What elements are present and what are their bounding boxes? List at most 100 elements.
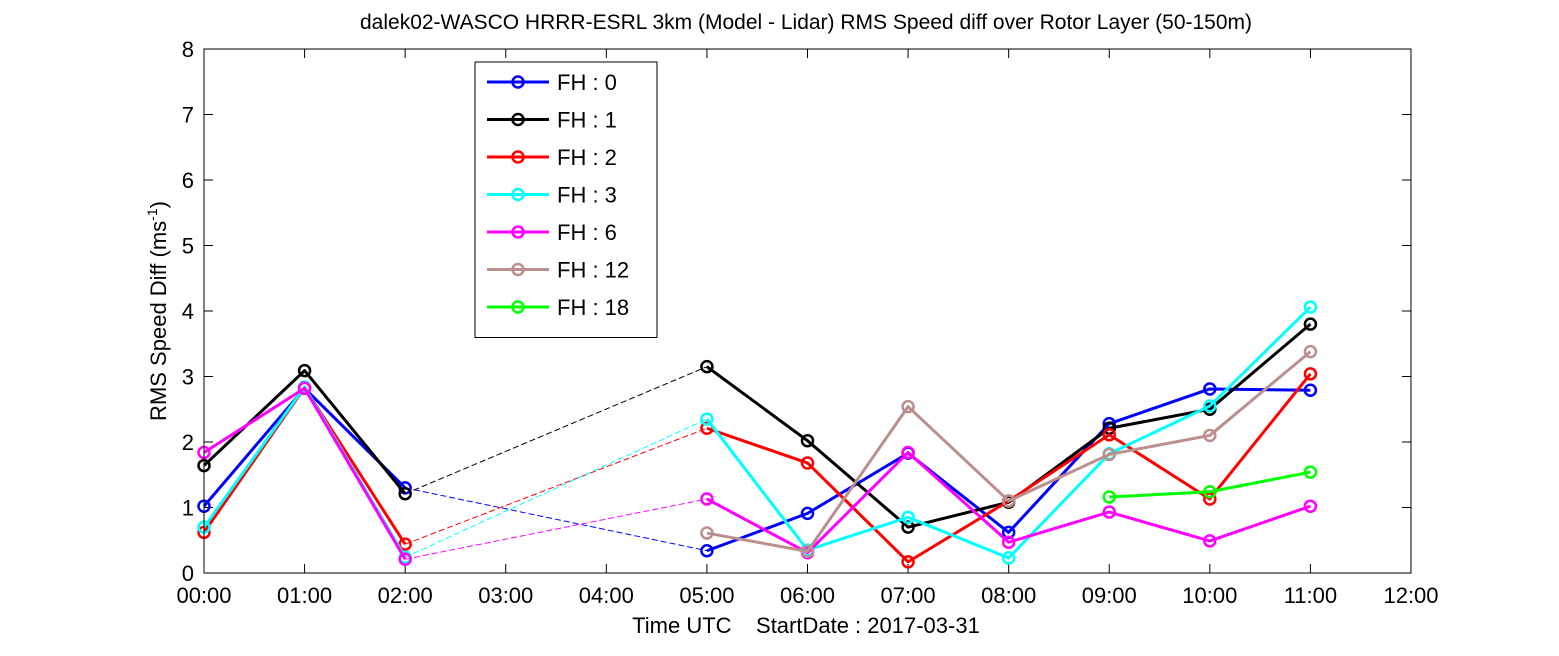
legend-box — [474, 61, 658, 338]
axes: 00:00 01:00 02:00 03:00 04:00 05:00 06:00 07:00… — [176, 37, 1438, 608]
y-axis-label: RMS Speed Diff (ms-1) — [144, 201, 171, 421]
plot-area — [204, 49, 1411, 573]
data-point-marker — [1001, 535, 1016, 549]
series-line — [1109, 470, 1311, 499]
legend-marker — [511, 187, 525, 202]
y-tick-label: 1 — [182, 496, 194, 521]
x-tick-label: 02:00 — [378, 583, 433, 608]
data-point-marker — [700, 412, 714, 426]
data-point-marker — [398, 537, 412, 551]
data-point-marker — [1203, 399, 1217, 413]
data-point-marker — [1303, 317, 1318, 331]
data-point-marker — [901, 399, 915, 414]
data-point-marker — [1102, 428, 1116, 442]
x-tick-label: 00:00 — [176, 583, 231, 608]
data-point-marker — [398, 486, 412, 501]
data-point-marker — [1102, 447, 1116, 462]
x-tick-label: 06:00 — [780, 583, 835, 608]
x-tick-label: 08:00 — [981, 583, 1036, 608]
data-point-marker — [1203, 534, 1217, 548]
data-point-marker — [1102, 490, 1116, 504]
y-tick-label: 4 — [182, 299, 194, 324]
data-point-marker — [700, 359, 714, 374]
legend-entry-label: FH : 3 — [557, 183, 617, 208]
legend-marker — [511, 112, 525, 127]
data-point-marker — [1303, 300, 1318, 314]
y-axis-label-main: RMS Speed Diff (ms — [146, 221, 171, 421]
legend-entry-label: FH : 1 — [557, 108, 617, 133]
legend-marker — [511, 75, 525, 89]
data-point-marker — [901, 510, 915, 525]
y-tick-label: 7 — [182, 103, 194, 128]
series-lines — [197, 300, 1318, 569]
data-point-marker — [1303, 465, 1318, 479]
y-tick-label: 2 — [182, 430, 194, 455]
axes-box — [203, 48, 1412, 574]
data-point-marker — [398, 552, 412, 566]
y-tick-label: 0 — [182, 561, 194, 586]
chart-title: dalek02-WASCO HRRR-ESRL 3km (Model - Lid… — [360, 11, 1252, 34]
x-tick-label: 05:00 — [679, 583, 734, 608]
gap-connector-line — [405, 487, 708, 552]
legend-entry-label: FH : 0 — [557, 70, 617, 95]
gap-connector-line — [404, 418, 708, 558]
x-tick-label: 09:00 — [1082, 583, 1137, 608]
x-tick-label: 11:00 — [1284, 583, 1337, 608]
data-point-marker — [1203, 492, 1217, 506]
data-point-marker — [901, 555, 915, 569]
data-point-marker — [700, 526, 714, 540]
x-tick-label: 01:00 — [277, 583, 332, 608]
x-axis-label: Time UTC StartDate : 2017-03-31 — [632, 613, 980, 638]
legend-entry-label: FH : 6 — [557, 220, 617, 245]
legend-entry-label: FH : 12 — [557, 258, 629, 283]
data-point-marker — [1203, 382, 1217, 396]
series-line — [706, 350, 1312, 553]
y-tick-label: 6 — [182, 168, 194, 193]
data-point-marker — [1001, 551, 1016, 565]
data-point-marker — [1303, 367, 1318, 381]
x-tick-label: 07:00 — [881, 583, 936, 608]
data-point-marker — [1203, 428, 1217, 443]
data-point-marker — [1203, 485, 1217, 499]
legend-marker — [511, 262, 525, 277]
y-tick-label: 5 — [182, 234, 194, 259]
data-point-marker — [700, 543, 714, 558]
data-point-marker — [1303, 383, 1318, 398]
data-point-marker — [1001, 494, 1016, 508]
data-point-marker — [800, 506, 815, 521]
legend-entry-label: FH : 2 — [557, 145, 617, 170]
data-point-marker — [1303, 344, 1318, 359]
legend-marker — [511, 300, 525, 314]
plot-frame — [203, 48, 1412, 574]
y-tick-label: 3 — [182, 365, 194, 390]
y-axis-label-superscript: -1 — [144, 208, 160, 221]
gap-connectors — [404, 366, 708, 560]
data-point-marker — [901, 445, 915, 460]
legend-entry-label: FH : 18 — [557, 295, 629, 320]
y-axis-label-close: ) — [146, 201, 171, 208]
x-tick-label: 04:00 — [579, 583, 634, 608]
series-line — [202, 369, 407, 495]
data-point-marker — [297, 381, 312, 396]
legend: FH : 0 FH : 1 FH : 2 FH : 3 FH : 6 FH : 12 FH … — [474, 61, 658, 338]
series-group — [1102, 465, 1318, 504]
gap-connector-line — [405, 498, 708, 560]
data-point-marker — [297, 363, 312, 378]
data-point-marker — [800, 456, 815, 470]
series-line — [706, 387, 1311, 553]
data-point-marker — [700, 492, 714, 506]
data-point-marker — [800, 544, 815, 559]
data-point-marker — [1303, 499, 1318, 513]
series-group — [700, 344, 1318, 559]
series-line — [203, 386, 407, 561]
data-point-marker — [1102, 505, 1116, 519]
x-tick-label: 03:00 — [478, 583, 533, 608]
data-point-marker — [800, 433, 815, 448]
y-tick-label: 8 — [182, 37, 194, 62]
x-tick-label: 12:00 — [1383, 583, 1438, 608]
legend-marker — [511, 150, 525, 164]
legend-marker — [511, 225, 525, 239]
x-tick-label: 10:00 — [1182, 583, 1237, 608]
gap-connector-line — [404, 366, 708, 495]
